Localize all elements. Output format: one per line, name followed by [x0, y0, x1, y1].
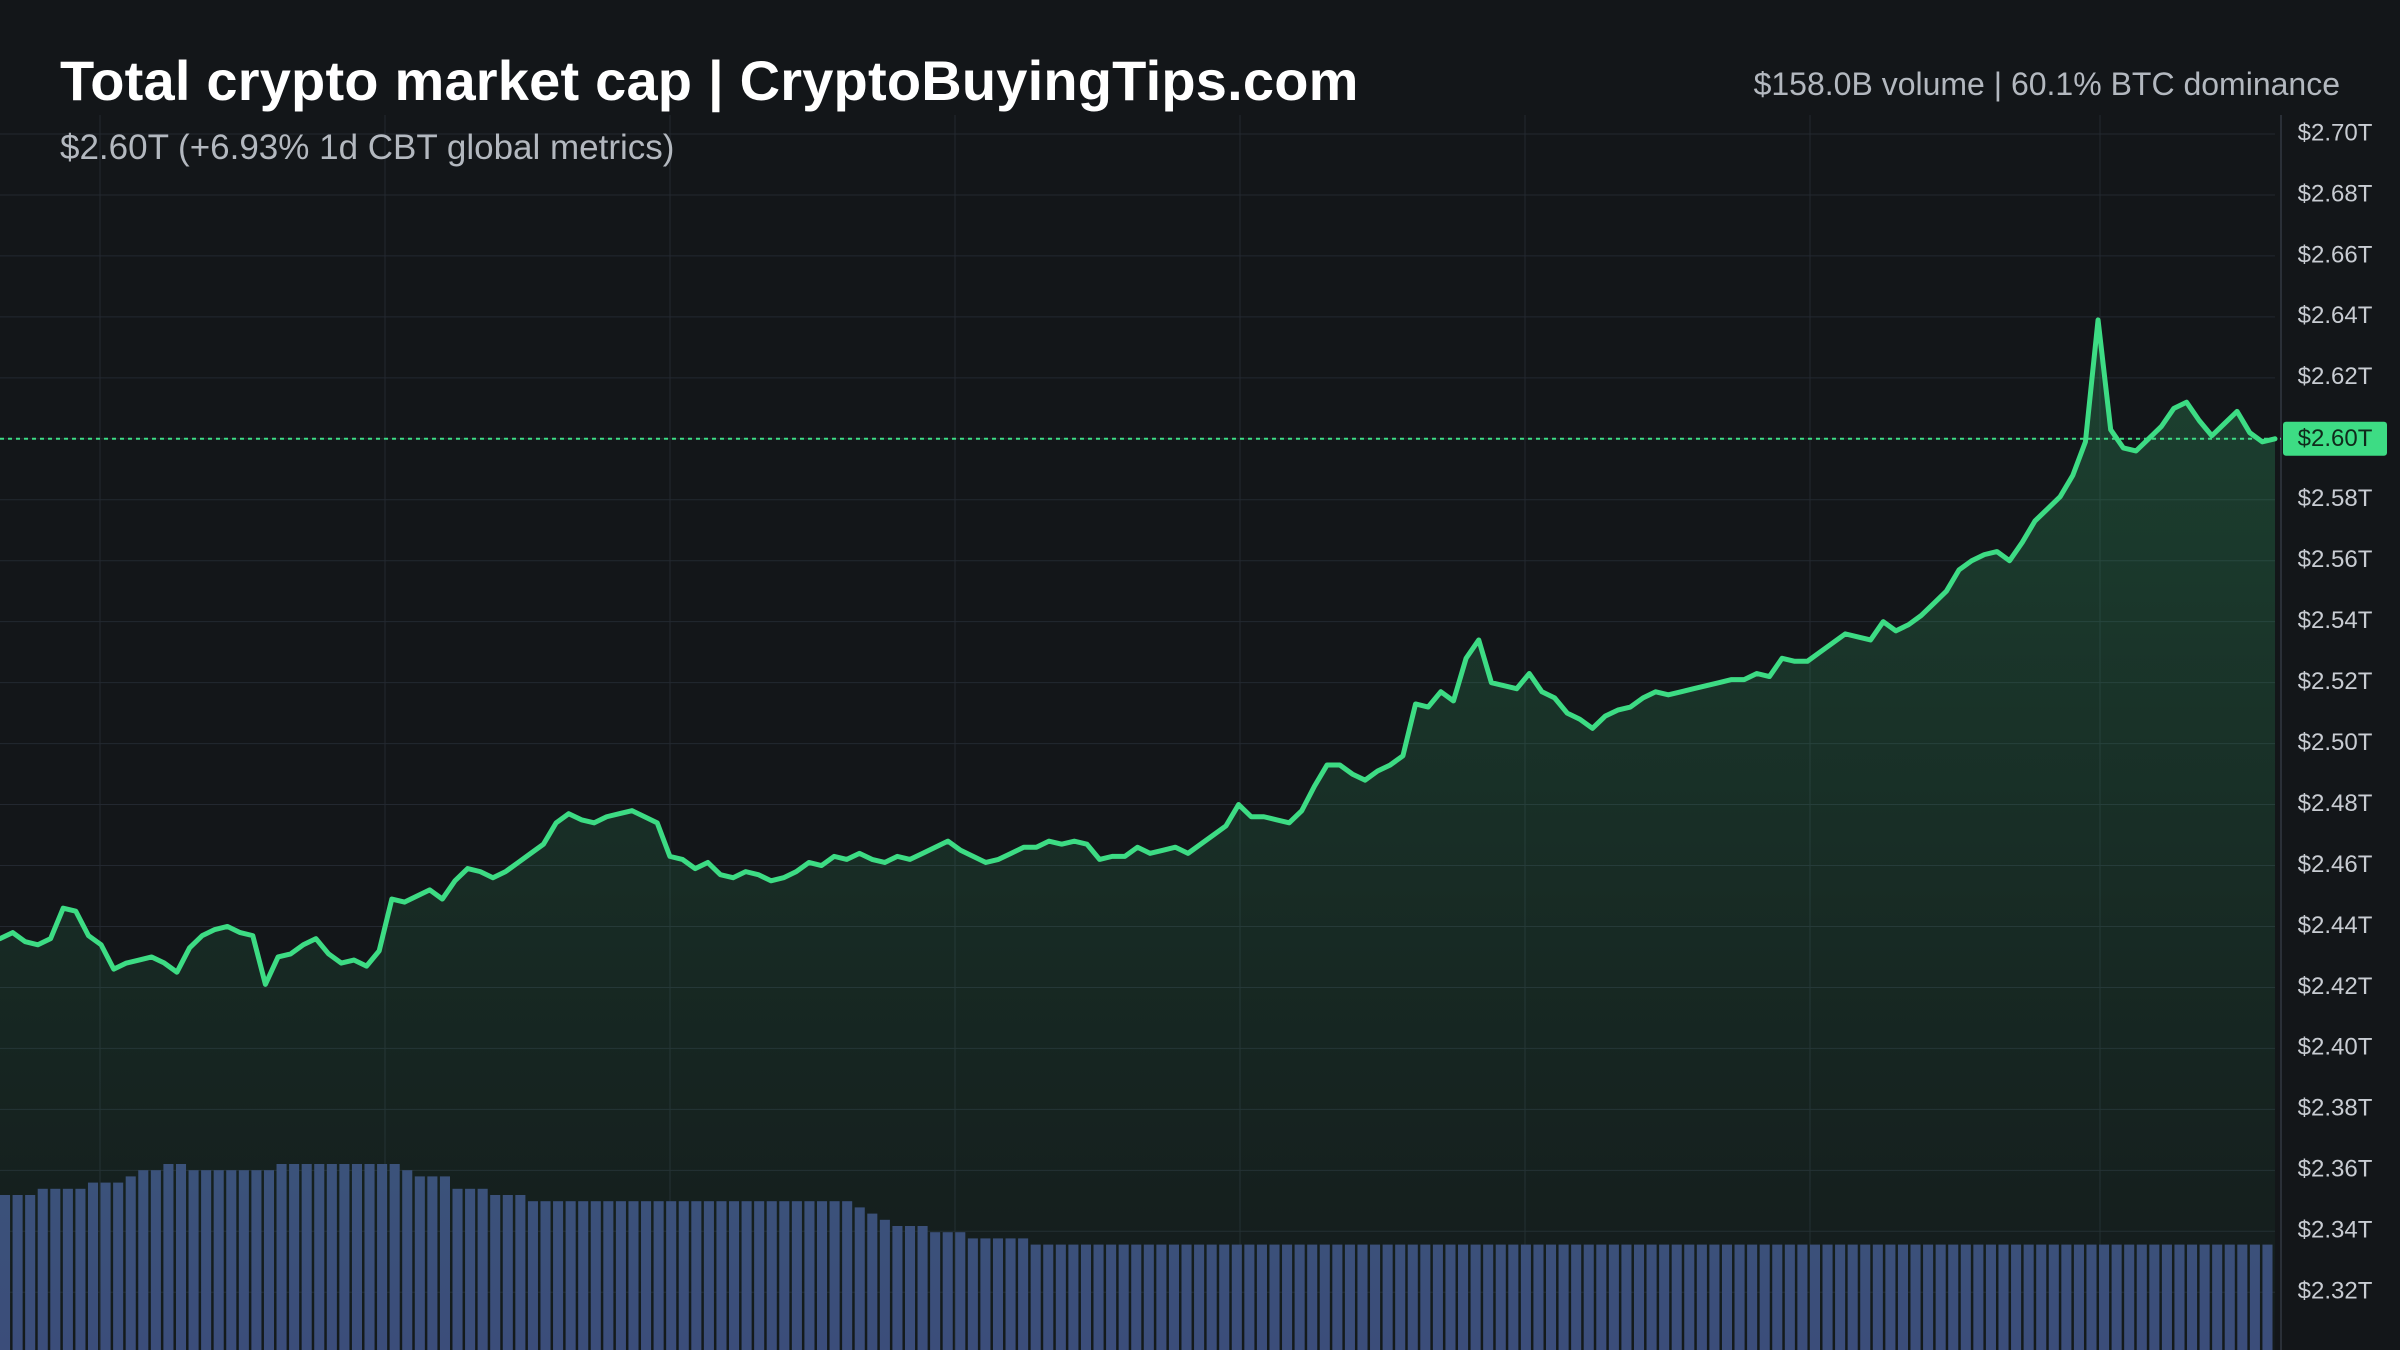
y-tick-label: $2.64T [2298, 302, 2373, 329]
y-tick-label: $2.50T [2298, 729, 2373, 756]
y-axis: $2.70T $2.68T $2.66T $2.64T $2.62T $2.60T $2.5… [2298, 119, 2373, 1304]
y-tick-label: $2.56T [2298, 546, 2373, 573]
y-tick-label: $2.66T [2298, 241, 2373, 268]
market-cap-area [0, 319, 2275, 1350]
y-tick-label: $2.54T [2298, 607, 2373, 634]
y-tick-label: $2.58T [2298, 485, 2373, 512]
y-tick-label: $2.52T [2298, 668, 2373, 695]
y-tick-label: $2.34T [2298, 1217, 2373, 1244]
y-tick-label: $2.32T [2298, 1278, 2373, 1305]
current-price-tag: $2.60T [2283, 421, 2387, 456]
y-tick-label: $2.46T [2298, 851, 2373, 878]
y-tick-label: $2.36T [2298, 1156, 2373, 1183]
y-tick-label: $2.40T [2298, 1034, 2373, 1061]
y-tick-label: $2.42T [2298, 973, 2373, 1000]
chart-subtitle: $2.60T (+6.93% 1d CBT global metrics) [60, 128, 675, 167]
current-price-label: $2.60T [2298, 425, 2373, 452]
y-tick-label: $2.70T [2298, 119, 2373, 146]
y-tick-label: $2.44T [2298, 912, 2373, 939]
chart-title: Total crypto market cap | CryptoBuyingTi… [60, 49, 1359, 112]
volume-dominance-stats: $158.0B volume | 60.1% BTC dominance [1753, 66, 2340, 102]
y-tick-label: $2.62T [2298, 363, 2373, 390]
y-tick-label: $2.68T [2298, 180, 2373, 207]
market-cap-line [0, 317, 2278, 987]
y-tick-label: $2.48T [2298, 790, 2373, 817]
y-tick-label: $2.38T [2298, 1095, 2373, 1122]
